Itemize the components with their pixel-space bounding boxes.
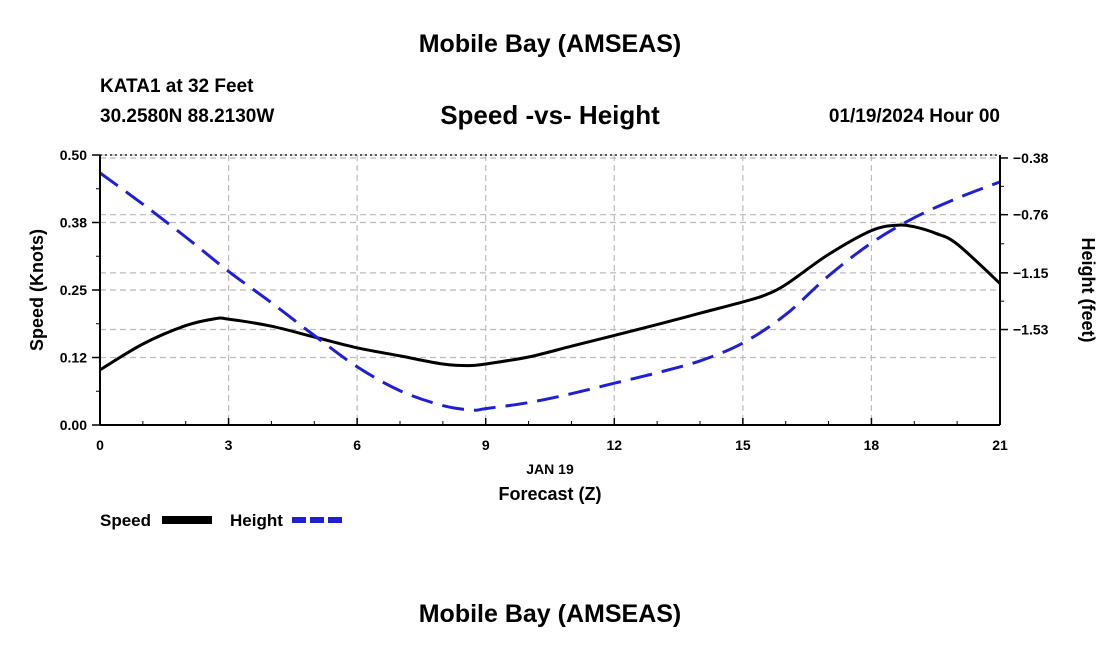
y-left-tick-label: 0.25 (60, 282, 87, 298)
x-tick-label: 15 (735, 437, 751, 453)
legend-speed-label: Speed (100, 511, 151, 530)
chart-subtitle: Speed -vs- Height (440, 100, 660, 130)
axis-layer (92, 154, 1008, 426)
chart-main-title: Mobile Bay (AMSEAS) (418, 30, 682, 58)
x-axis-title: Forecast (Z) (498, 484, 601, 504)
y-left-tick-label: 0.50 (60, 147, 87, 163)
y-left-tick-label: 0.12 (60, 350, 87, 366)
station-label: KATA1 at 32 Feet (100, 76, 254, 97)
height-series-line (99, 171, 1001, 412)
x-tick-label: 6 (353, 437, 361, 453)
x-tick-label: 18 (864, 437, 880, 453)
station-coordinates: 30.2580N 88.2130W (100, 106, 275, 127)
y-right-axis-title: Height (feet) (1078, 238, 1098, 343)
y-right-tick-label: −1.53 (1013, 322, 1049, 338)
x-tick-label: 12 (606, 437, 622, 453)
legend-height-label: Height (230, 511, 283, 530)
y-left-tick-label: 0.38 (60, 215, 87, 231)
y-right-tick-label: −1.15 (1013, 265, 1049, 281)
speed-series-line (99, 223, 1002, 372)
grid-layer (100, 154, 1000, 425)
x-tick-label: 9 (482, 437, 490, 453)
x-tick-label: 3 (225, 437, 233, 453)
legend-layer: Speed Height (100, 511, 342, 530)
x-tick-label: 0 (96, 437, 104, 453)
y-left-axis-title: Speed (Knots) (27, 229, 47, 351)
x-date-label: JAN 19 (526, 461, 574, 477)
chart-footer-title: Mobile Bay (AMSEAS) (418, 600, 682, 628)
y-right-tick-label: −0.76 (1013, 207, 1049, 223)
forecast-datetime: 01/19/2024 Hour 00 (828, 106, 1000, 127)
label-layer: 0 3 6 9 12 15 18 21 0.00 0.12 0.25 0.38 0.50 −0.38 −0.… (27, 147, 1098, 504)
x-tick-label: 21 (992, 437, 1008, 453)
y-left-tick-label: 0.00 (60, 417, 87, 433)
y-right-tick-label: −0.38 (1013, 150, 1049, 166)
series-layer (99, 171, 1002, 412)
